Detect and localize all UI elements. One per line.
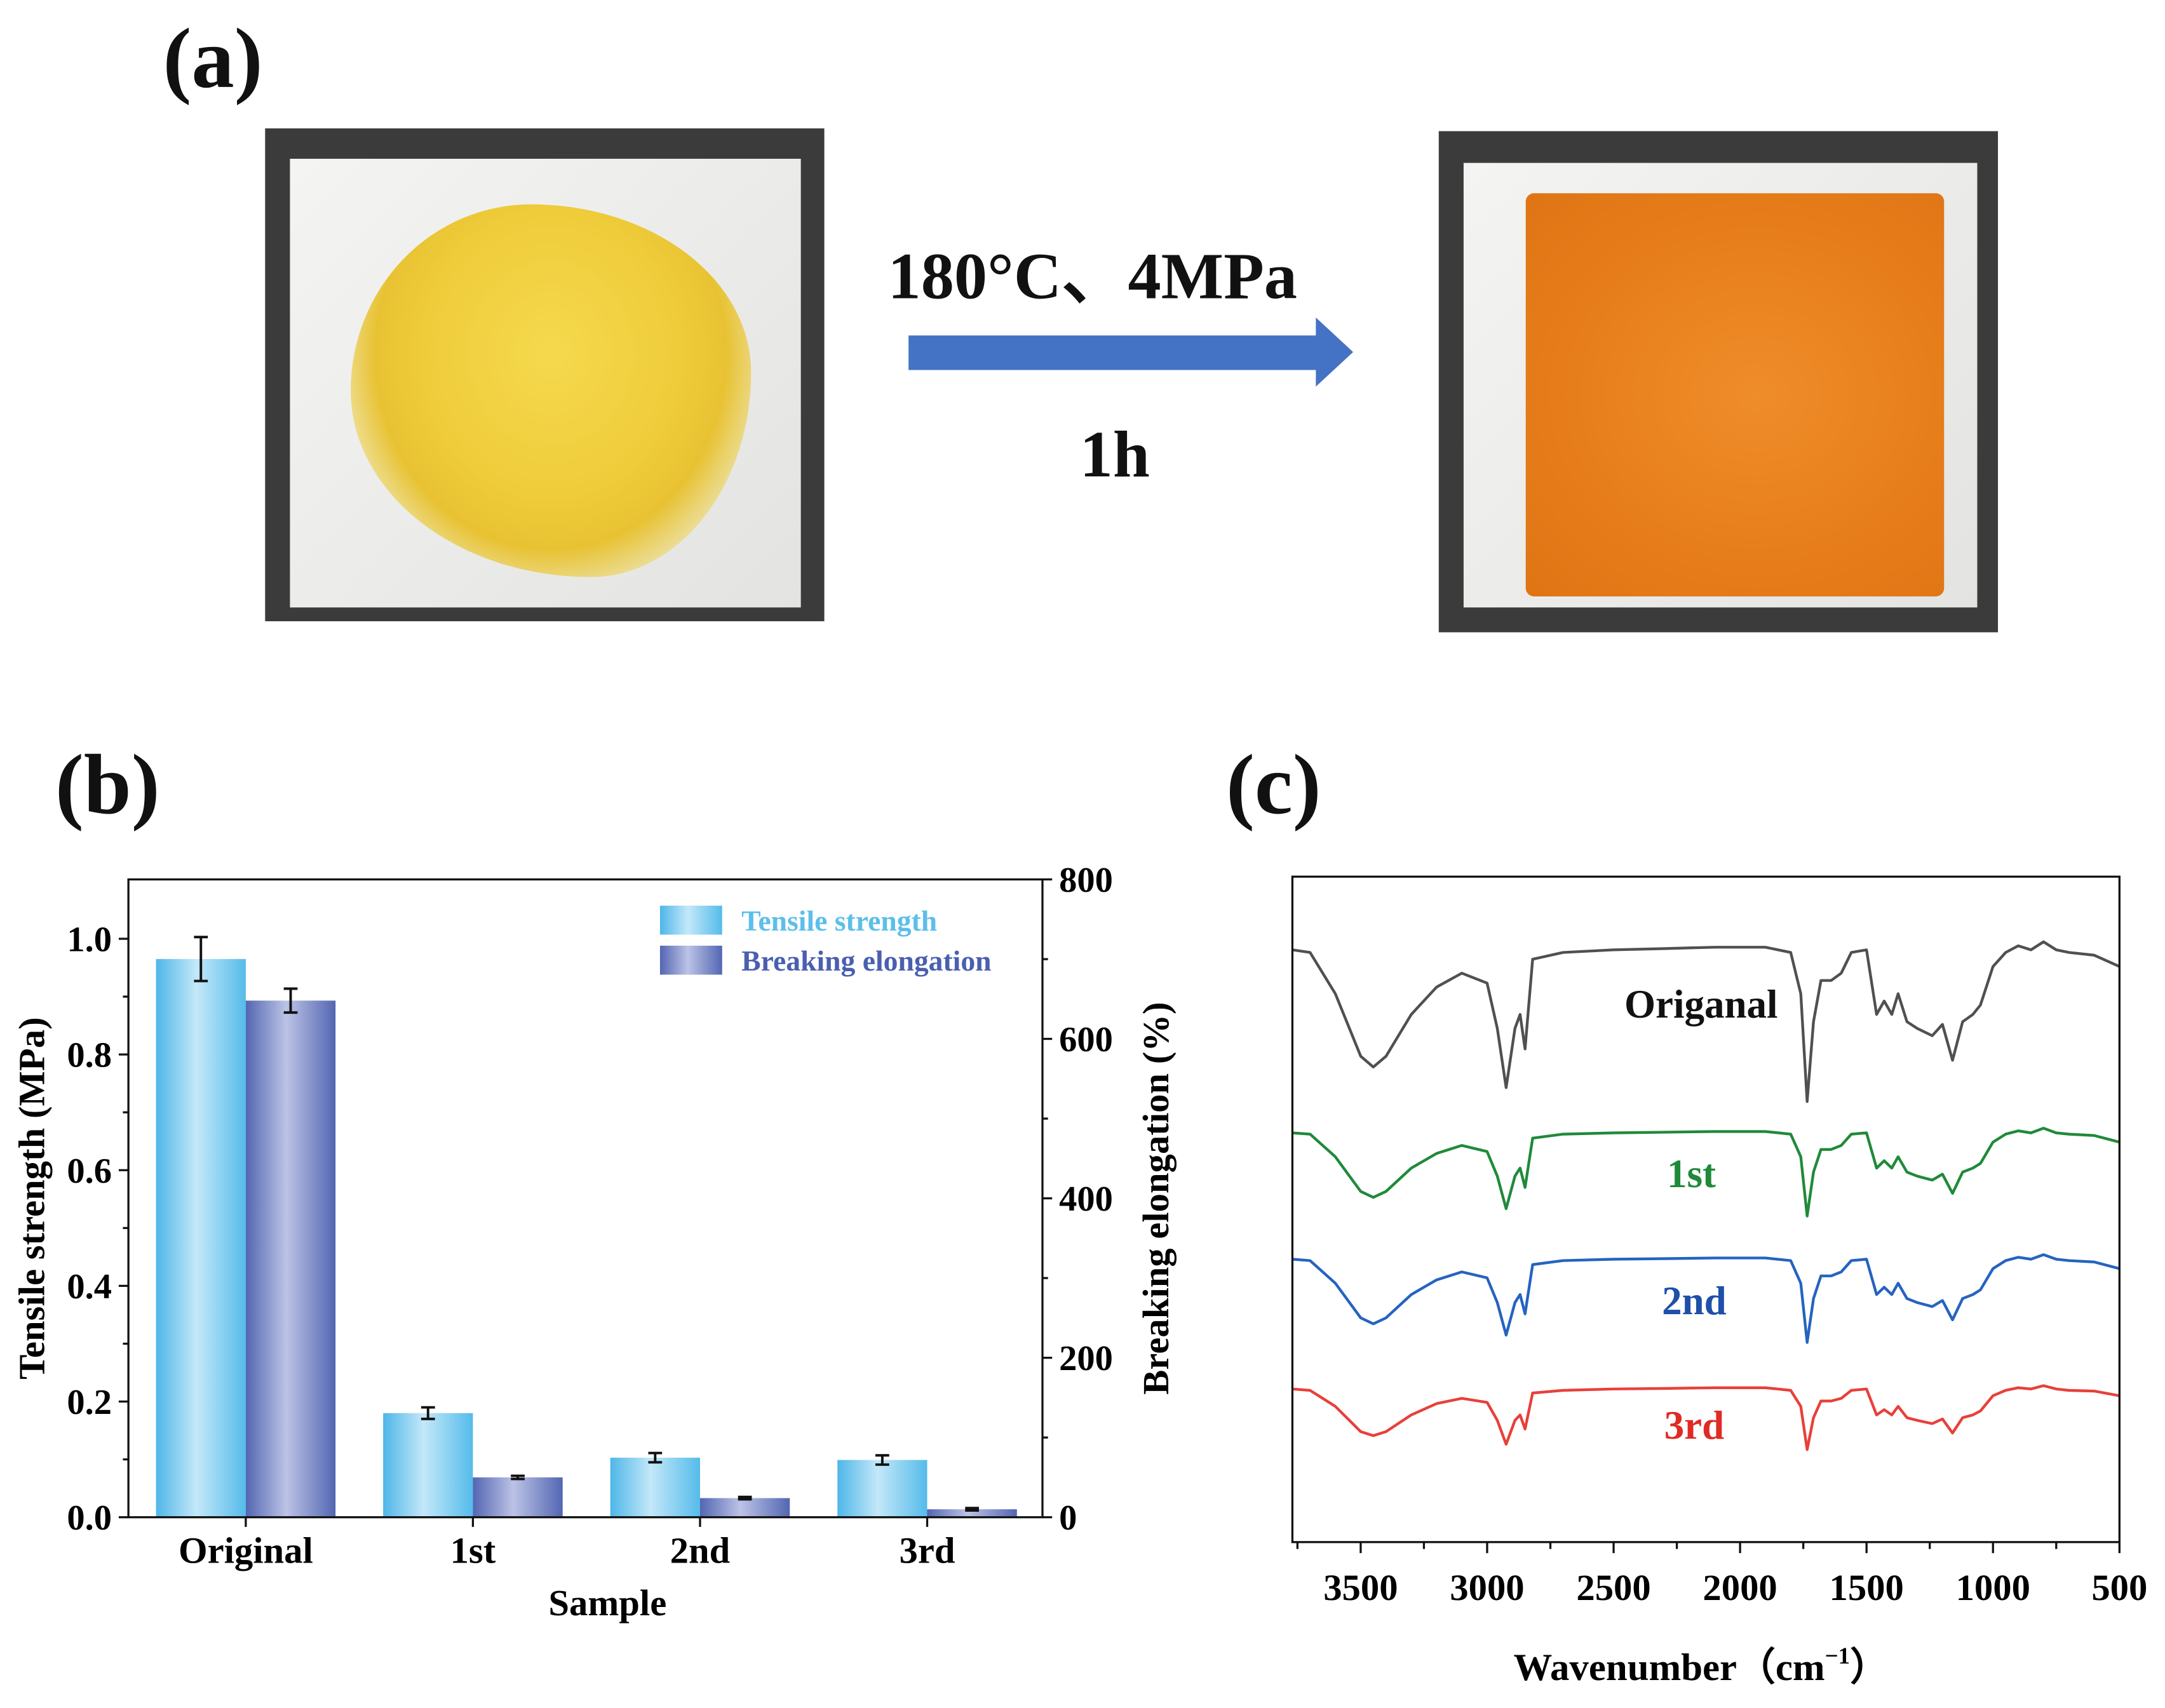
error-bar-tensile [648,1451,663,1464]
series-label-1st: 1st [1667,1152,1716,1196]
bar-elongation-3rd [927,1509,1017,1517]
error-bar-elongation [738,1495,752,1501]
process-condition: 180°C、4MPa [887,240,1298,314]
y-tick-label-left: 0.2 [67,1383,112,1422]
spectrum-line-origanal [1292,940,2121,1103]
x-tick-label: 3500 [1323,1567,1398,1608]
y-tick-label-left: 0.6 [67,1152,112,1191]
bar-tensile-2nd [610,1457,700,1517]
ftir-chart: 3500 3000 2500 2000 1500 1000 500 Origanal 1st… [1291,875,2147,1689]
x-tick-label: 2000 [1703,1567,1777,1608]
y-tick-label-right: 200 [1059,1339,1113,1378]
spectrum-line-3rd [1292,1384,2120,1451]
bar-tensile-original [156,958,246,1517]
legend-swatch-elongation [659,945,722,975]
error-bar-elongation [511,1474,525,1481]
y-tick-label-left: 0.8 [67,1036,112,1075]
error-bar-tensile [194,936,208,983]
y-tick-label-left: 0.0 [67,1498,112,1538]
y-tick-label-left: 0.4 [67,1267,112,1307]
series-label-2nd: 2nd [1662,1279,1727,1323]
x-tick-label: 500 [2091,1567,2147,1608]
x-tick-label: 1500 [1830,1567,1904,1608]
bar-elongation-2nd [699,1498,790,1517]
spectrum-line-2nd [1292,1253,2120,1344]
legend-swatch-tensile [659,905,722,935]
x-axis-title: Wavenumber（cm−1） [1514,1643,1889,1689]
orange-sheet [1525,193,1945,596]
spectrum-line-1st [1292,1127,2120,1218]
panel-label-c: (c) [1226,738,1321,833]
series-label-original: Origanal [1624,982,1778,1026]
photo-before-powder [265,128,825,622]
yellow-powder [351,204,752,577]
y-tick-label-right: 0 [1059,1498,1077,1538]
x-tick-label: 2nd [670,1530,731,1571]
x-tick-label: 1st [450,1530,496,1571]
bar-tensile-1st [383,1413,473,1517]
bar-chart: Original 1st 2nd 3rd 0.0 0.2 0.4 0.6 0.8 1.0 0 200 4… [11,861,1177,1624]
x-tick-label: 3000 [1450,1567,1524,1608]
y-axis-title-left: Tensile strength (MPa) [11,1017,53,1379]
y-axis-title-right: Breaking elongation (%) [1135,1002,1177,1394]
process-time: 1h [1079,418,1150,492]
bar-elongation-1st [473,1477,563,1517]
y-tick-label-right: 400 [1059,1180,1113,1219]
photo-after-sheet [1438,131,1999,633]
error-bar-elongation [965,1507,980,1512]
y-tick-label-left: 1.0 [67,920,112,960]
process-arrow-icon [908,317,1354,387]
legend-label-tensile: Tensile strength [741,904,937,937]
error-bar-tensile [421,1406,435,1420]
x-tick-label: Original [179,1530,313,1571]
x-tick-label: 1000 [1956,1567,2030,1608]
error-bar-elongation [283,987,298,1014]
series-label-3rd: 3rd [1664,1403,1725,1448]
plot-frame [1291,875,2121,1543]
bar-elongation-original [245,1000,336,1517]
bar-tensile-3rd [837,1460,927,1517]
panel-label-b: (b) [55,738,160,833]
error-bar-tensile [875,1454,889,1466]
y-tick-label-right: 600 [1059,1020,1113,1059]
x-tick-label: 2500 [1576,1567,1650,1608]
panel-label-a: (a) [163,12,263,107]
legend-label-elongation: Breaking elongation [741,945,991,977]
x-axis-title: Sample [548,1582,666,1624]
y-tick-label-right: 800 [1059,861,1113,900]
x-tick-label: 3rd [899,1530,955,1571]
